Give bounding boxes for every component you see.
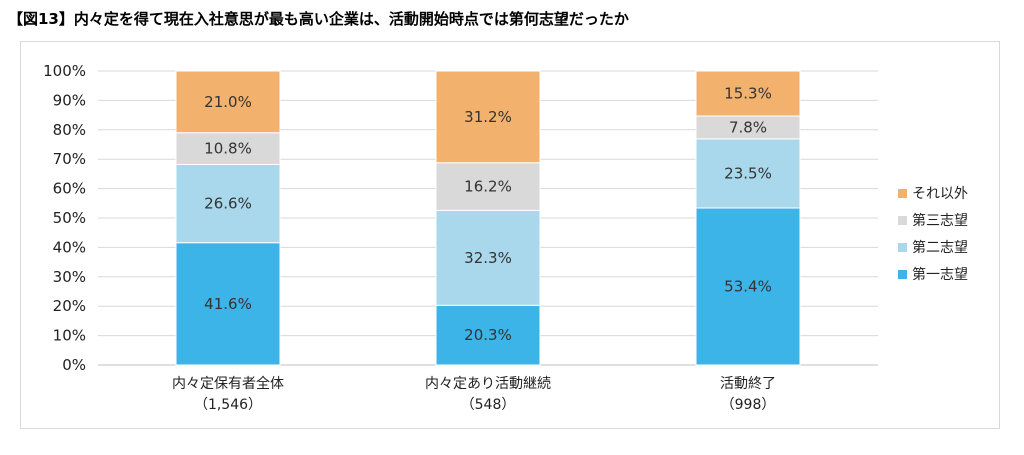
legend-label: 第三志望: [912, 212, 968, 229]
y-tick-label: 20%: [53, 297, 86, 315]
y-tick-label: 10%: [53, 327, 86, 345]
legend-swatch: [898, 216, 907, 225]
y-tick-label: 90%: [53, 91, 86, 109]
category-label: 内々定保有者全体: [172, 375, 284, 392]
bar-segment: [175, 70, 281, 134]
y-tick-label: 0%: [62, 356, 86, 374]
legend-swatch: [898, 243, 907, 252]
chart-title: 【図13】内々定を得て現在入社意思が最も高い企業は、活動開始時点では第何志望だっ…: [8, 10, 629, 28]
data-label: 16.2%: [464, 178, 512, 196]
y-tick-label: 40%: [53, 238, 86, 256]
bar-segment: [695, 70, 801, 117]
data-label: 21.0%: [204, 93, 252, 111]
data-label: 26.6%: [204, 195, 252, 213]
y-tick-label: 30%: [53, 268, 86, 286]
bar-segment: [175, 163, 281, 244]
legend-label: 第一志望: [912, 266, 968, 283]
legend-swatch: [898, 189, 907, 198]
data-label: 15.3%: [724, 84, 772, 102]
bar-segment: [435, 70, 541, 164]
category-count-label: （1,546）: [194, 397, 262, 413]
legend-label: それ以外: [912, 186, 968, 202]
legend-swatch: [898, 270, 907, 279]
data-label: 7.8%: [729, 118, 767, 136]
category-label: 内々定あり活動継続: [425, 375, 551, 392]
data-label: 20.3%: [464, 326, 512, 344]
y-tick-label: 100%: [43, 62, 86, 80]
data-label: 41.6%: [204, 295, 252, 313]
y-tick-label: 70%: [53, 150, 86, 168]
bar-segment: [695, 138, 801, 209]
data-label: 10.8%: [204, 140, 252, 158]
legend-label: 第二志望: [912, 239, 968, 256]
data-label: 23.5%: [724, 164, 772, 182]
bar-segment: [695, 207, 801, 366]
category-count-label: （998）: [721, 397, 776, 413]
y-tick-label: 60%: [53, 180, 86, 198]
bar-segment: [435, 304, 541, 366]
bar-segment: [175, 242, 281, 366]
y-tick-label: 80%: [53, 121, 86, 139]
data-label: 32.3%: [464, 249, 512, 267]
category-label: 活動終了: [720, 376, 776, 392]
y-tick-label: 50%: [53, 209, 86, 227]
bar-segment: [175, 132, 281, 165]
chart-frame: [20, 41, 1000, 429]
data-label: 53.4%: [724, 278, 772, 296]
bar-segment: [435, 209, 541, 306]
category-count-label: （548）: [461, 397, 516, 413]
data-label: 31.2%: [464, 108, 512, 126]
